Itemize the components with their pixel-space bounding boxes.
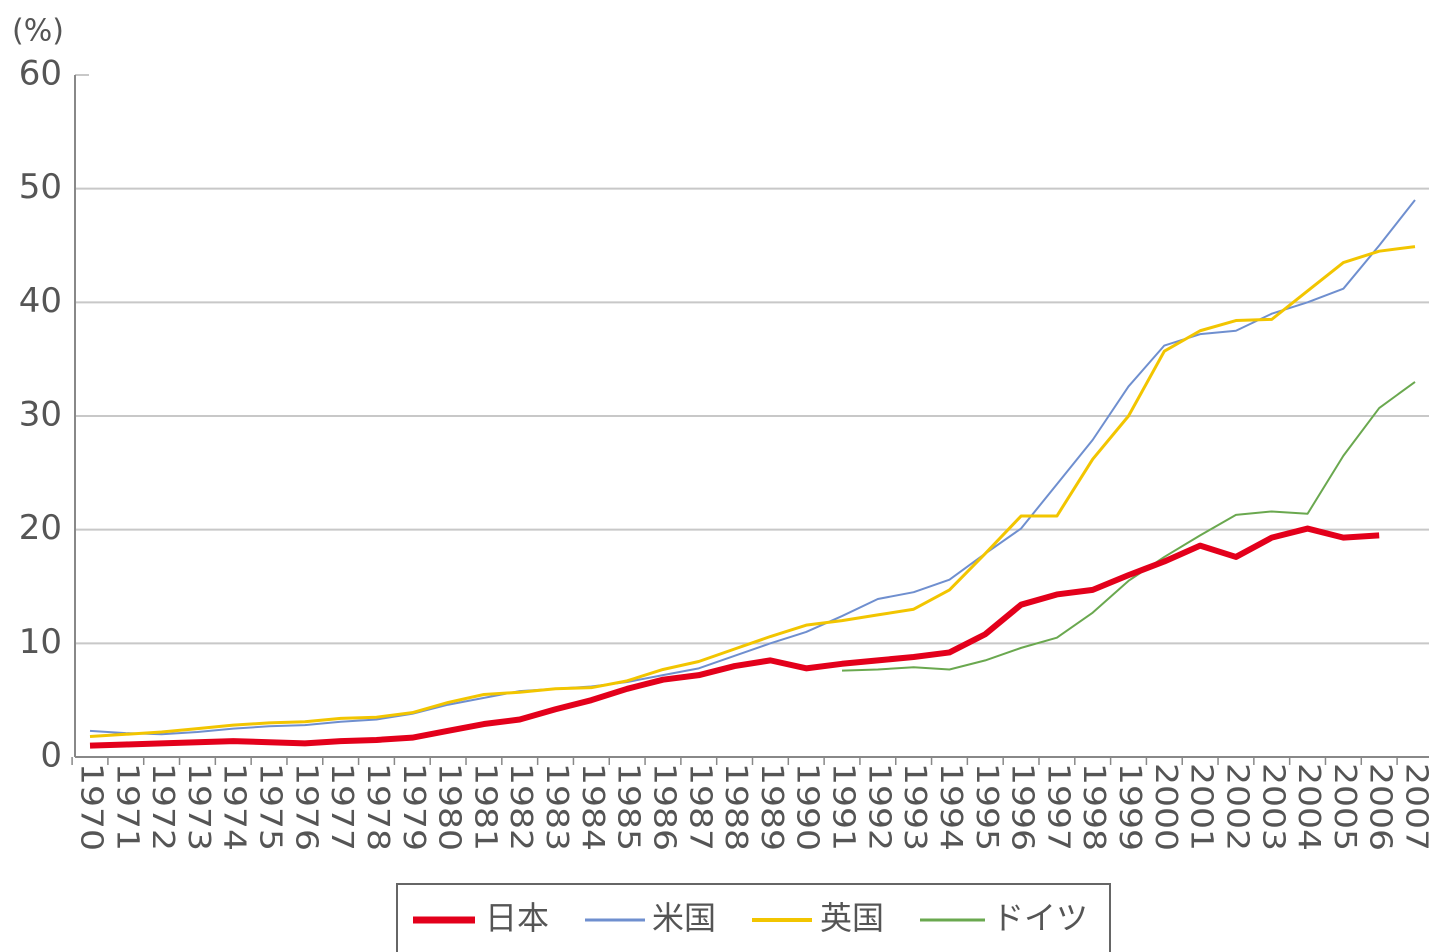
series-line [89, 245, 1416, 739]
y-axis-label: (%) [12, 14, 64, 49]
x-tick-label: 1982 [503, 763, 538, 851]
x-tick-label: 1975 [253, 763, 288, 851]
x-tick-label: 1970 [74, 763, 109, 851]
x-tick-label: 1973 [181, 763, 216, 851]
x-tick-label: 1977 [324, 763, 359, 851]
x-tick-label: 1992 [861, 763, 896, 851]
x-tick-label: 2000 [1148, 763, 1183, 851]
x-tick-label: 1974 [217, 763, 252, 851]
x-tick-label: 1988 [718, 763, 753, 851]
x-tick-label: 1983 [539, 763, 574, 851]
x-tick-label: 1996 [1005, 763, 1040, 851]
y-tick-label: 50 [19, 167, 62, 207]
y-tick-label: 0 [40, 736, 62, 776]
x-tick-label: 1994 [933, 763, 968, 851]
y-tick-label: 40 [19, 281, 62, 321]
x-tick-label: 1986 [646, 763, 681, 851]
x-tick-label: 1985 [611, 763, 646, 851]
x-tick-label: 1998 [1076, 763, 1111, 851]
x-tick-label: 1989 [754, 763, 789, 851]
legend-label: 英国 [820, 899, 884, 937]
x-tick-label: 1999 [1112, 763, 1147, 851]
x-tick-label: 1981 [467, 763, 502, 851]
x-tick-label: 1979 [396, 763, 431, 851]
x-tick-label: 1990 [790, 763, 825, 851]
x-tick-label: 1993 [897, 763, 932, 851]
x-tick-label: 1991 [826, 763, 861, 851]
x-tick-label: 2005 [1327, 763, 1362, 851]
x-tick-label: 1978 [360, 763, 395, 851]
y-tick-label: 20 [19, 508, 62, 548]
x-tick-label: 1980 [432, 763, 467, 851]
x-tick-label: 2003 [1255, 763, 1290, 851]
y-tick-label: 30 [19, 395, 62, 435]
x-tick-label: 1984 [575, 763, 610, 851]
x-tick-label: 2006 [1363, 763, 1398, 851]
x-tick-label: 2002 [1219, 763, 1254, 851]
legend-label: ドイツ [992, 899, 1088, 937]
series-line [89, 525, 1380, 749]
y-tick-label: 60 [19, 54, 62, 94]
x-tick-label: 2007 [1399, 763, 1429, 851]
x-tick-label: 2004 [1291, 763, 1326, 851]
x-tick-label: 2001 [1184, 763, 1219, 851]
series-line [841, 381, 1416, 672]
x-tick-label: 1976 [288, 763, 323, 851]
x-tick-label: 1995 [969, 763, 1004, 851]
y-tick-label: 10 [19, 622, 62, 662]
x-tick-label: 1997 [1040, 763, 1075, 851]
series-line [89, 199, 1416, 736]
x-tick-label: 1971 [109, 763, 144, 851]
x-tick-label: 1987 [682, 763, 717, 851]
x-tick-label: 1972 [145, 763, 180, 851]
legend-label: 日本 [485, 899, 549, 937]
legend-box [396, 883, 1111, 952]
legend-label: 米国 [652, 899, 716, 937]
